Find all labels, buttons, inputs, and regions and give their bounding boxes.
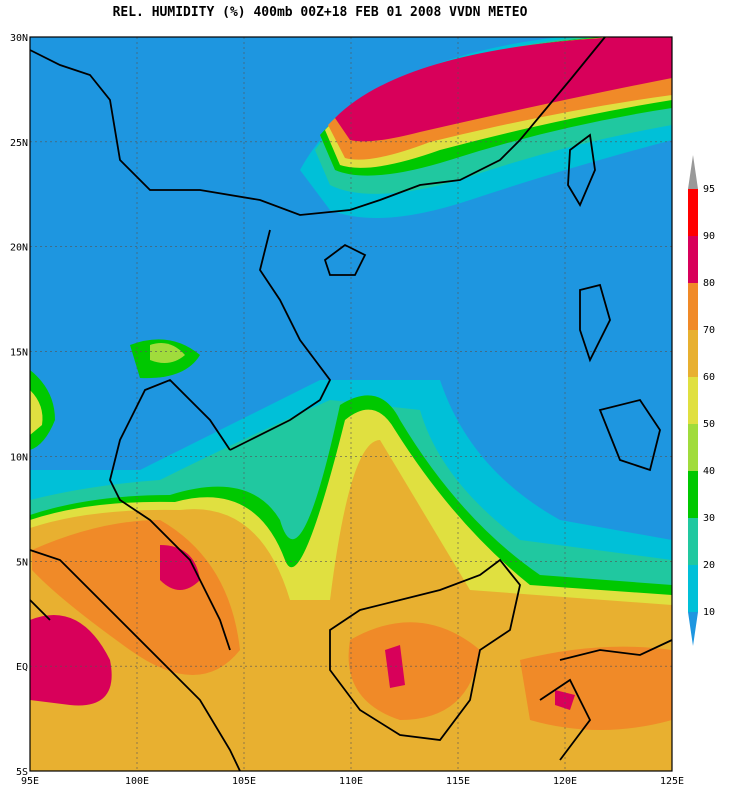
coastlines: [29, 36, 673, 772]
colorbar-segment: [688, 377, 698, 424]
humidity-field: [30, 37, 672, 771]
colorbar-segment: [688, 330, 698, 377]
colorbar-arrow-low: [688, 612, 698, 646]
y-tick-label: 10N: [10, 452, 28, 463]
colorbar-label: 30: [703, 513, 715, 524]
y-tick-label: 5N: [16, 557, 28, 568]
colorbar-label: 40: [703, 466, 715, 477]
x-tick-label: 125E: [660, 776, 684, 787]
colorbar-label: 60: [703, 372, 715, 383]
y-tick-label: EQ: [16, 662, 28, 673]
colorbar-segment: [688, 424, 698, 471]
colorbar-arrow-high: [688, 155, 698, 189]
colorbar-segment: [688, 565, 698, 612]
colorbar-segment: [688, 471, 698, 518]
x-tick-label: 110E: [339, 776, 363, 787]
title: REL. HUMIDITY (%) 400mb 00Z+18 FEB 01 20…: [113, 5, 528, 20]
colorbar-label: 70: [703, 325, 715, 336]
colorbar-segment: [688, 283, 698, 330]
colorbar-label: 20: [703, 560, 715, 571]
graticule: [30, 37, 672, 771]
colorbar-label: 80: [703, 278, 715, 289]
x-tick-label: 115E: [446, 776, 470, 787]
colorbar-label: 90: [703, 231, 715, 242]
y-tick-label: 15N: [10, 348, 28, 359]
y-tick-label: 25N: [10, 138, 28, 149]
x-tick-label: 120E: [553, 776, 577, 787]
colorbar-label: 50: [703, 419, 715, 430]
y-tick-label: 30N: [10, 33, 28, 44]
x-tick-label: 95E: [21, 776, 39, 787]
colorbar-segment: [688, 236, 698, 283]
y-tick-label: 5S: [16, 767, 28, 778]
y-tick-label: 20N: [10, 243, 28, 254]
colorbar-segment: [688, 518, 698, 565]
colorbar-label: 95: [703, 184, 715, 195]
x-tick-label: 105E: [232, 776, 256, 787]
map-frame: [29, 36, 673, 772]
x-tick-label: 100E: [125, 776, 149, 787]
colorbar-label: 10: [703, 607, 715, 618]
colorbar-segment: [688, 189, 698, 236]
